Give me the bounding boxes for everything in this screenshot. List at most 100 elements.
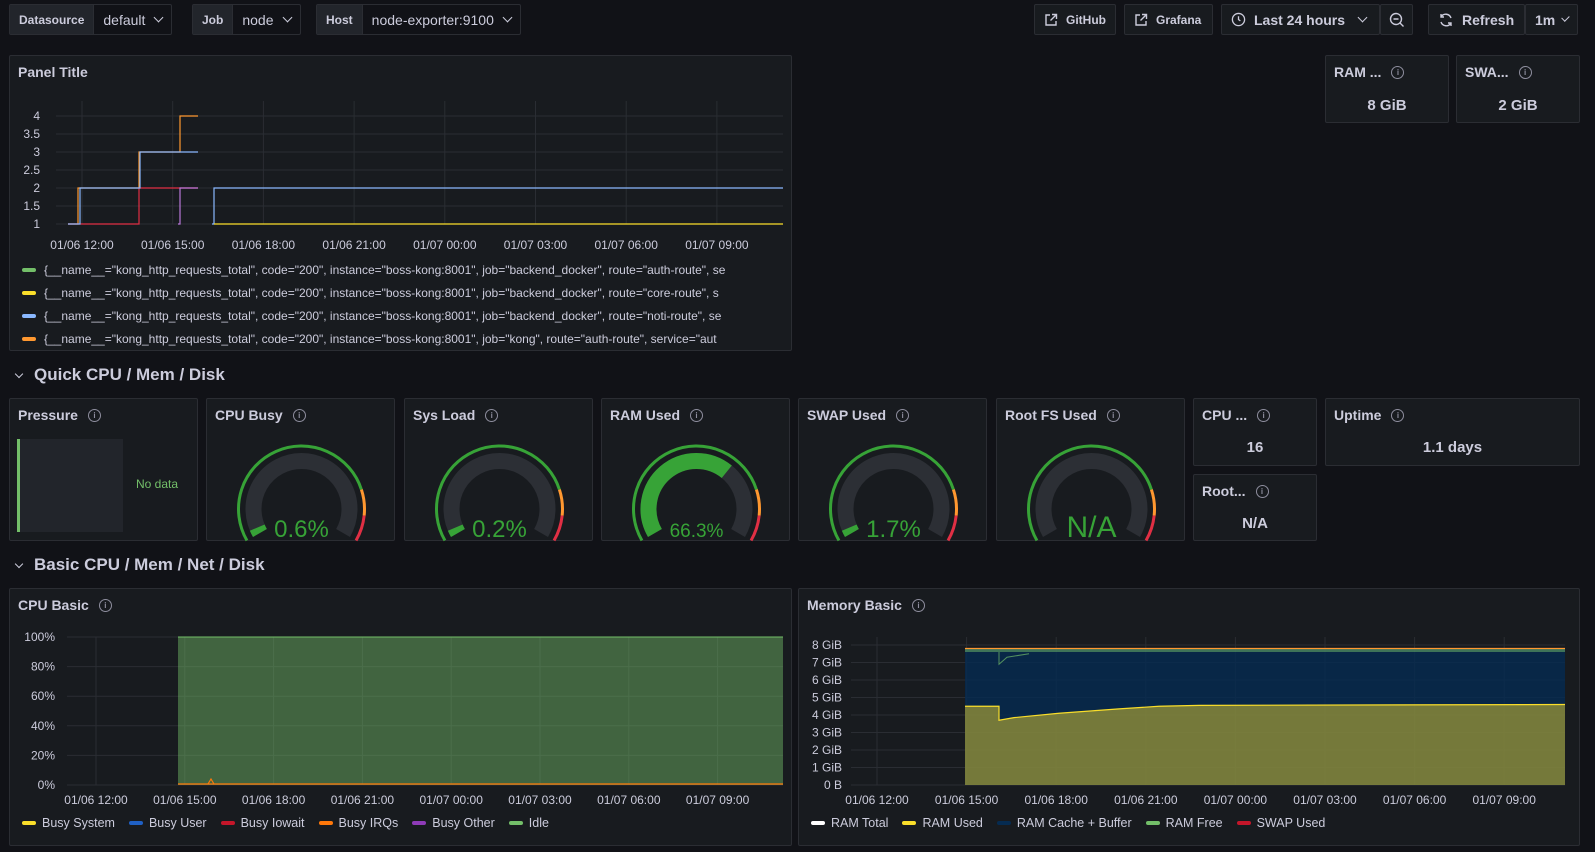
idle-area: [178, 637, 783, 785]
info-icon[interactable]: i: [485, 408, 499, 422]
legend-item[interactable]: Busy User: [128, 816, 207, 830]
ram-used-title: RAM Used i: [610, 407, 704, 423]
legend-label: {__name__="kong_http_requests_total", co…: [44, 286, 719, 300]
grafana-link-button[interactable]: Grafana: [1124, 4, 1213, 35]
datasource-select[interactable]: default: [94, 5, 171, 34]
refresh-button[interactable]: Refresh: [1428, 4, 1525, 35]
row-quick-toggle[interactable]: Quick CPU / Mem / Disk: [14, 365, 225, 385]
info-icon[interactable]: i: [1391, 408, 1405, 422]
legend-item[interactable]: Busy Iowait: [220, 816, 305, 830]
info-icon[interactable]: i: [1255, 484, 1269, 498]
cpu-basic-panel[interactable]: CPU Basic i 100% 80% 60% 40% 20% 0% 01/06 12:00…: [9, 588, 792, 846]
pressure-title: Pressure i: [18, 407, 101, 423]
gauge-value-text: 66.3%: [670, 521, 724, 542]
legend-swatch: [22, 291, 36, 295]
ram-total-panel[interactable]: RAM ... i 8 GiB: [1325, 55, 1449, 123]
row-basic-toggle[interactable]: Basic CPU / Mem / Net / Disk: [14, 555, 265, 575]
x-tick-label: 01/06 18:00: [1024, 793, 1088, 807]
cpu-cores-title: CPU ... i: [1202, 407, 1271, 423]
info-icon[interactable]: i: [1391, 65, 1405, 79]
legend-item[interactable]: {__name__="kong_http_requests_total", co…: [22, 332, 791, 346]
swap-total-panel[interactable]: SWA... i 2 GiB: [1456, 55, 1580, 123]
legend-label: RAM Used: [922, 816, 983, 830]
legend-item[interactable]: {__name__="kong_http_requests_total", co…: [22, 263, 791, 277]
info-icon[interactable]: i: [292, 408, 306, 422]
datasource-variable[interactable]: Datasource default: [9, 4, 173, 35]
info-icon[interactable]: i: [87, 408, 101, 422]
host-variable[interactable]: Host node-exporter:9100: [316, 4, 521, 35]
memory-basic-panel[interactable]: Memory Basic i 8 GiB 7 GiB 6 GiB 5 GiB 4 GiB 3…: [798, 588, 1580, 846]
rootfs-total-panel[interactable]: Root... i N/A: [1193, 474, 1317, 541]
swap-used-panel[interactable]: SWAP Used i 1.7%: [798, 398, 987, 542]
series-line: [212, 187, 783, 225]
chevron-down-icon: [14, 369, 24, 378]
legend-item[interactable]: Busy System: [22, 816, 115, 830]
root-fs-used-gauge: N/A: [1027, 444, 1156, 542]
y-tick-label: 7 GiB: [812, 656, 842, 670]
legend-item[interactable]: SWAP Used: [1236, 816, 1325, 830]
series-line: [68, 151, 198, 225]
legend-swatch: [128, 821, 143, 825]
refresh-interval-label: 1m: [1535, 11, 1556, 28]
info-icon[interactable]: i: [1518, 65, 1532, 79]
gauge-track: [837, 453, 950, 537]
legend-item[interactable]: RAM Free: [1145, 816, 1223, 830]
clock-icon: [1231, 12, 1246, 27]
swap-total-value: 2 GiB: [1498, 97, 1538, 114]
pressure-bar-accent: [17, 439, 20, 532]
legend-item[interactable]: {__name__="kong_http_requests_total", co…: [22, 286, 791, 300]
y-tick-label: 4: [33, 109, 40, 123]
time-range-picker[interactable]: Last 24 hours: [1221, 4, 1380, 35]
ram-free-dip: [998, 652, 1030, 666]
gauge-value-text: N/A: [1066, 511, 1116, 542]
zoom-out-button[interactable]: [1380, 4, 1413, 35]
root-fs-used-title: Root FS Used i: [1005, 407, 1120, 423]
y-tick-label: 8 GiB: [812, 638, 842, 652]
pressure-panel[interactable]: Pressure i No data: [9, 398, 198, 541]
info-icon[interactable]: i: [98, 598, 112, 612]
ram-used-panel[interactable]: RAM Used i 66.3%: [601, 398, 790, 542]
uptime-panel[interactable]: Uptime i 1.1 days: [1325, 398, 1580, 466]
legend-item[interactable]: RAM Total: [811, 816, 888, 830]
info-icon[interactable]: i: [896, 408, 910, 422]
legend-label: RAM Total: [831, 816, 889, 830]
pressure-no-data: No data: [136, 477, 179, 491]
y-tick-label: 20%: [31, 748, 55, 762]
y-tick-label: 2 GiB: [812, 743, 842, 757]
panel-title-timeseries[interactable]: Panel Title 4 3.5 3 2.5 2 1.5 1 01/06 12:00 01/0…: [9, 55, 792, 351]
host-select[interactable]: node-exporter:9100: [363, 5, 520, 34]
info-icon[interactable]: i: [1257, 408, 1271, 422]
x-tick-label: 01/07 09:00: [686, 793, 750, 807]
legend-item[interactable]: {__name__="kong_http_requests_total", co…: [22, 309, 791, 323]
panel-title: Panel Title: [18, 64, 88, 80]
legend-item[interactable]: Busy Other: [412, 816, 495, 830]
refresh-interval-select[interactable]: 1m: [1525, 4, 1578, 35]
legend-label: {__name__="kong_http_requests_total", co…: [44, 332, 717, 346]
info-icon[interactable]: i: [1106, 408, 1120, 422]
legend-item[interactable]: Busy IRQs: [318, 816, 398, 830]
busy-spike: [207, 777, 215, 785]
ram-used-area: [965, 704, 1565, 785]
sys-load-panel[interactable]: Sys Load i 0.2%: [404, 398, 593, 542]
job-select[interactable]: node: [233, 5, 299, 34]
github-link-button[interactable]: GitHub: [1034, 4, 1116, 35]
root-fs-used-panel[interactable]: Root FS Used i N/A: [996, 398, 1185, 542]
gauge-threshold-orange: [754, 489, 761, 516]
gauge-threshold-green: [237, 444, 363, 542]
job-variable[interactable]: Job node: [192, 4, 301, 35]
legend-label: RAM Cache + Buffer: [1016, 816, 1132, 830]
legend-item[interactable]: RAM Used: [902, 816, 983, 830]
swap-used-title: SWAP Used i: [807, 407, 910, 423]
cpu-cores-panel[interactable]: CPU ... i 16: [1193, 398, 1317, 466]
swap-used-gauge: 1.7%: [829, 444, 958, 542]
series-line: [178, 187, 198, 225]
y-tick-label: 40%: [31, 719, 55, 733]
y-tick-label: 3: [33, 145, 40, 159]
legend-item[interactable]: RAM Cache + Buffer: [996, 816, 1132, 830]
y-tick-label: 4 GiB: [812, 708, 842, 722]
cpu-busy-panel[interactable]: CPU Busy i 0.6%: [206, 398, 395, 542]
info-icon[interactable]: i: [911, 598, 925, 612]
gauge-threshold-orange: [1149, 489, 1156, 516]
info-icon[interactable]: i: [690, 408, 704, 422]
legend-item[interactable]: Idle: [508, 816, 549, 830]
